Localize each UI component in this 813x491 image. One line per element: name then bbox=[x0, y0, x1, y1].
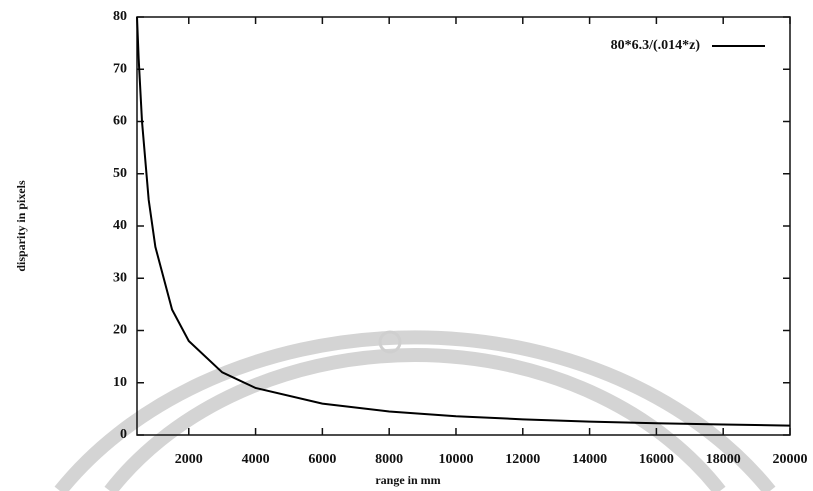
y-tick-label: 40 bbox=[113, 218, 127, 233]
x-tick-label: 14000 bbox=[572, 452, 607, 467]
x-tick-label: 18000 bbox=[706, 452, 741, 467]
x-tick-label: 8000 bbox=[375, 452, 403, 467]
y-tick-label: 60 bbox=[113, 114, 127, 129]
legend-label: 80*6.3/(.014*z) bbox=[611, 38, 701, 53]
x-axis-label: range in mm bbox=[375, 473, 440, 487]
x-tick-label: 20000 bbox=[773, 452, 808, 467]
y-tick-label: 0 bbox=[120, 427, 127, 442]
chart: 80*6.3/(.014*z) range in mm disparity in… bbox=[0, 0, 813, 491]
x-tick-label: 4000 bbox=[242, 452, 270, 467]
y-tick-label: 20 bbox=[113, 323, 127, 338]
y-tick-label: 80 bbox=[113, 9, 127, 24]
x-tick-label: 12000 bbox=[505, 452, 540, 467]
x-tick-label: 6000 bbox=[308, 452, 336, 467]
y-tick-label: 30 bbox=[113, 270, 127, 285]
x-tick-label: 10000 bbox=[438, 452, 473, 467]
y-tick-label: 50 bbox=[113, 166, 127, 181]
x-tick-label: 2000 bbox=[175, 452, 203, 467]
x-tick-label: 16000 bbox=[639, 452, 674, 467]
y-tick-label: 10 bbox=[113, 375, 127, 390]
y-axis-label: disparity in pixels bbox=[14, 180, 28, 272]
y-tick-label: 70 bbox=[113, 61, 127, 76]
